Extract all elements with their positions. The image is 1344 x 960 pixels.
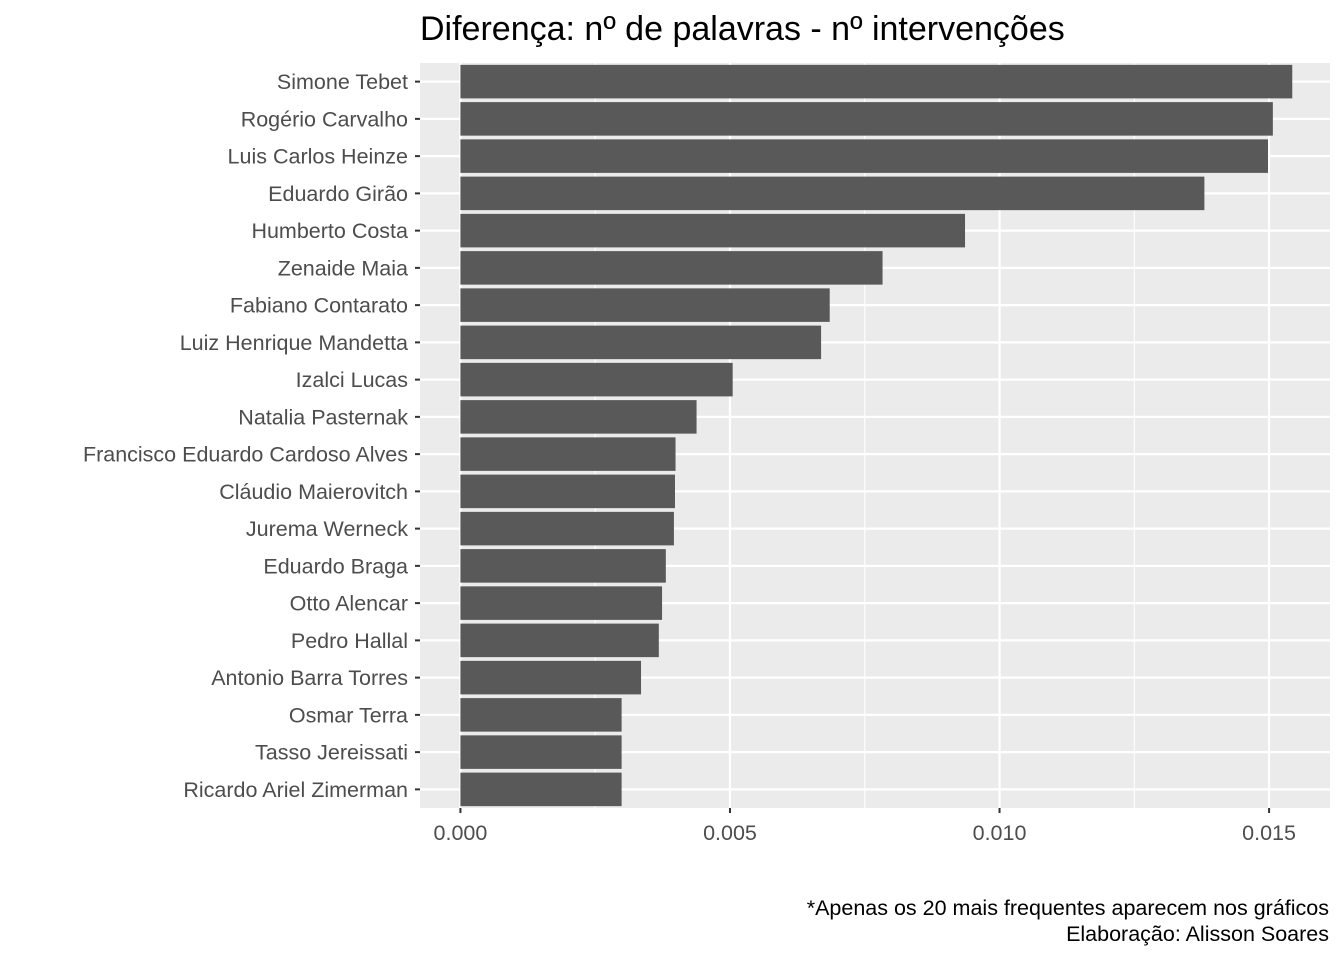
- y-tick-label: Osmar Terra: [289, 703, 408, 727]
- y-axis: Simone Tebet Rogério Carvalho Luis Carlos …: [83, 70, 420, 802]
- bar: [460, 623, 659, 658]
- y-tick-label: Francisco Eduardo Cardoso Alves: [83, 443, 408, 467]
- y-tick-label: Rogério Carvalho: [241, 107, 408, 131]
- plot-panel: [420, 63, 1330, 808]
- bar: [460, 511, 674, 546]
- bar: [460, 772, 622, 807]
- bar: [460, 176, 1205, 211]
- bar: [460, 213, 966, 248]
- bar: [460, 362, 733, 397]
- y-tick-label: Izalci Lucas: [296, 368, 408, 392]
- x-axis: 0.000 0.005 0.010 0.015: [434, 808, 1296, 845]
- y-tick-label: Pedro Hallal: [291, 629, 408, 653]
- y-tick-label: Jurema Werneck: [246, 517, 408, 541]
- y-tick-label: Tasso Jereissati: [255, 741, 408, 765]
- x-tick-label: 0.010: [973, 821, 1027, 845]
- y-tick-label: Luis Carlos Heinze: [228, 145, 408, 169]
- bar: [460, 586, 663, 620]
- y-tick-label: Luiz Henrique Mandetta: [180, 331, 408, 355]
- y-tick-label: Zenaide Maia: [278, 256, 408, 280]
- bar: [460, 549, 666, 583]
- bar: [460, 288, 830, 322]
- bar: [460, 251, 883, 285]
- y-tick-label: Ricardo Ariel Zimerman: [183, 778, 408, 802]
- y-tick-label: Fabiano Contarato: [230, 294, 408, 318]
- y-tick-label: Natalia Pasternak: [238, 405, 408, 429]
- x-tick-label: 0.005: [703, 821, 757, 845]
- caption-author: Elaboração: Alisson Soares: [1066, 922, 1329, 946]
- caption-note: *Apenas os 20 mais frequentes aparecem n…: [807, 896, 1329, 920]
- bar: [460, 474, 675, 509]
- bar: [460, 437, 676, 471]
- bar: [460, 325, 822, 360]
- y-tick-label: Cláudio Maierovitch: [219, 480, 408, 504]
- y-tick-label: Otto Alencar: [290, 592, 408, 616]
- y-tick-label: Antonio Barra Torres: [211, 666, 408, 690]
- chart-title: Diferença: nº de palavras - nº intervenç…: [420, 10, 1065, 48]
- bars: [460, 64, 1293, 807]
- y-tick-label: Humberto Costa: [251, 219, 408, 243]
- y-tick-label: Eduardo Girão: [268, 182, 408, 206]
- bar: [460, 735, 622, 769]
- bar: [460, 400, 697, 434]
- y-tick-label: Eduardo Braga: [263, 554, 408, 578]
- bar: [460, 102, 1273, 136]
- bar: [460, 64, 1293, 99]
- x-tick-label: 0.000: [434, 821, 488, 845]
- bar: [460, 139, 1269, 173]
- bar: [460, 660, 642, 695]
- x-tick-label: 0.015: [1242, 821, 1296, 845]
- y-tick-label: Simone Tebet: [277, 70, 408, 94]
- bar: [460, 698, 622, 732]
